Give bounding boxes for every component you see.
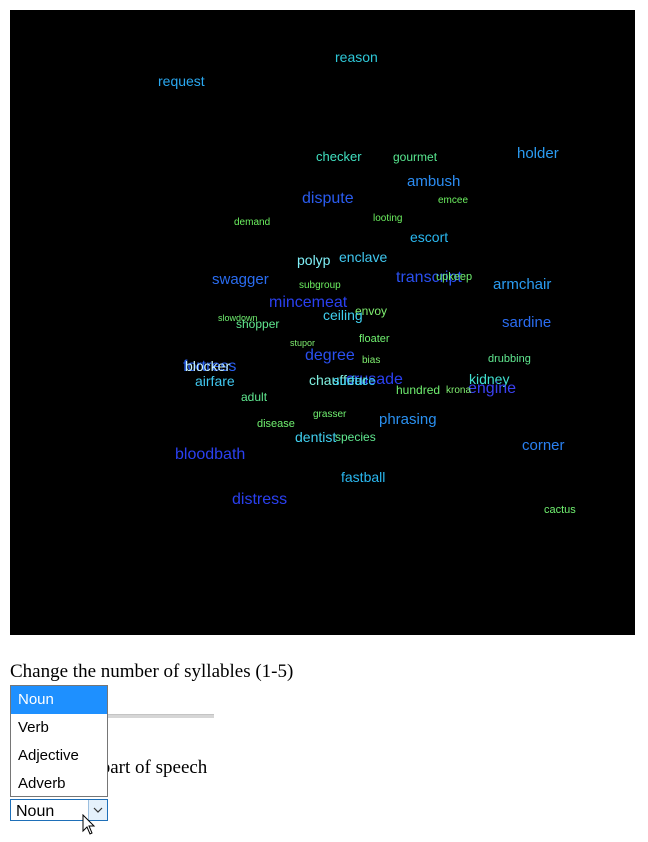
cloud-word: drubbing — [488, 354, 531, 365]
cloud-word: hundred — [396, 384, 440, 396]
cloud-word: blocker — [185, 359, 230, 373]
cloud-word: dispute — [302, 191, 354, 207]
cloud-word: floater — [359, 334, 390, 345]
option-adverb[interactable]: Adverb — [11, 770, 107, 798]
cloud-word: disease — [257, 419, 295, 430]
cloud-word: reason — [335, 50, 378, 64]
part-of-speech-dropdown-list: Noun Verb Adjective Adverb — [10, 685, 108, 797]
cloud-word: upkeep — [436, 272, 472, 283]
select-value: Noun — [16, 803, 54, 821]
cloud-word: corner — [522, 438, 565, 453]
cloud-word: armchair — [493, 277, 551, 292]
cloud-word: holder — [517, 146, 559, 161]
cloud-word: ceiling — [323, 308, 363, 322]
cloud-word: surface — [333, 374, 376, 387]
cloud-word: cactus — [544, 505, 576, 516]
cloud-word: subgroup — [299, 281, 341, 291]
mouse-pointer-icon — [82, 814, 96, 836]
cloud-word: request — [158, 74, 205, 88]
cloud-word: swagger — [212, 272, 269, 287]
cloud-word: phrasing — [379, 412, 437, 427]
cloud-word: sardine — [502, 315, 551, 330]
chevron-down-icon — [93, 807, 103, 813]
cloud-word: engine — [468, 381, 516, 397]
cloud-word: escort — [410, 230, 448, 244]
cloud-word: enclave — [339, 250, 387, 264]
word-cloud-canvas: reason request checker gourmet holder ambush d… — [10, 10, 635, 635]
cloud-word: krona — [446, 386, 471, 396]
cloud-word: looting — [373, 214, 402, 224]
cloud-word: gourmet — [393, 151, 437, 163]
cloud-word: demand — [234, 218, 270, 228]
option-verb[interactable]: Verb — [11, 714, 107, 742]
cloud-word: grasser — [313, 410, 346, 420]
cloud-word: dentist — [295, 430, 336, 444]
cloud-word: species — [335, 431, 376, 443]
cloud-word: airfare — [195, 374, 235, 388]
cloud-word: adult — [241, 391, 267, 403]
cloud-word: polyp — [297, 253, 330, 267]
syllables-label: Change the number of syllables (1-5) — [10, 661, 293, 683]
option-adjective[interactable]: Adjective — [11, 742, 107, 770]
cloud-word: shopper — [236, 318, 279, 330]
option-noun[interactable]: Noun — [11, 686, 107, 714]
cloud-word: distress — [232, 492, 287, 508]
cloud-word: bloodbath — [175, 447, 245, 463]
cloud-word: checker — [316, 150, 362, 163]
cloud-word: ambush — [407, 174, 460, 189]
cloud-word: fastball — [341, 470, 385, 484]
cloud-word: degree — [305, 348, 355, 364]
cloud-word: bias — [362, 356, 380, 366]
cloud-word: emcee — [438, 196, 468, 206]
